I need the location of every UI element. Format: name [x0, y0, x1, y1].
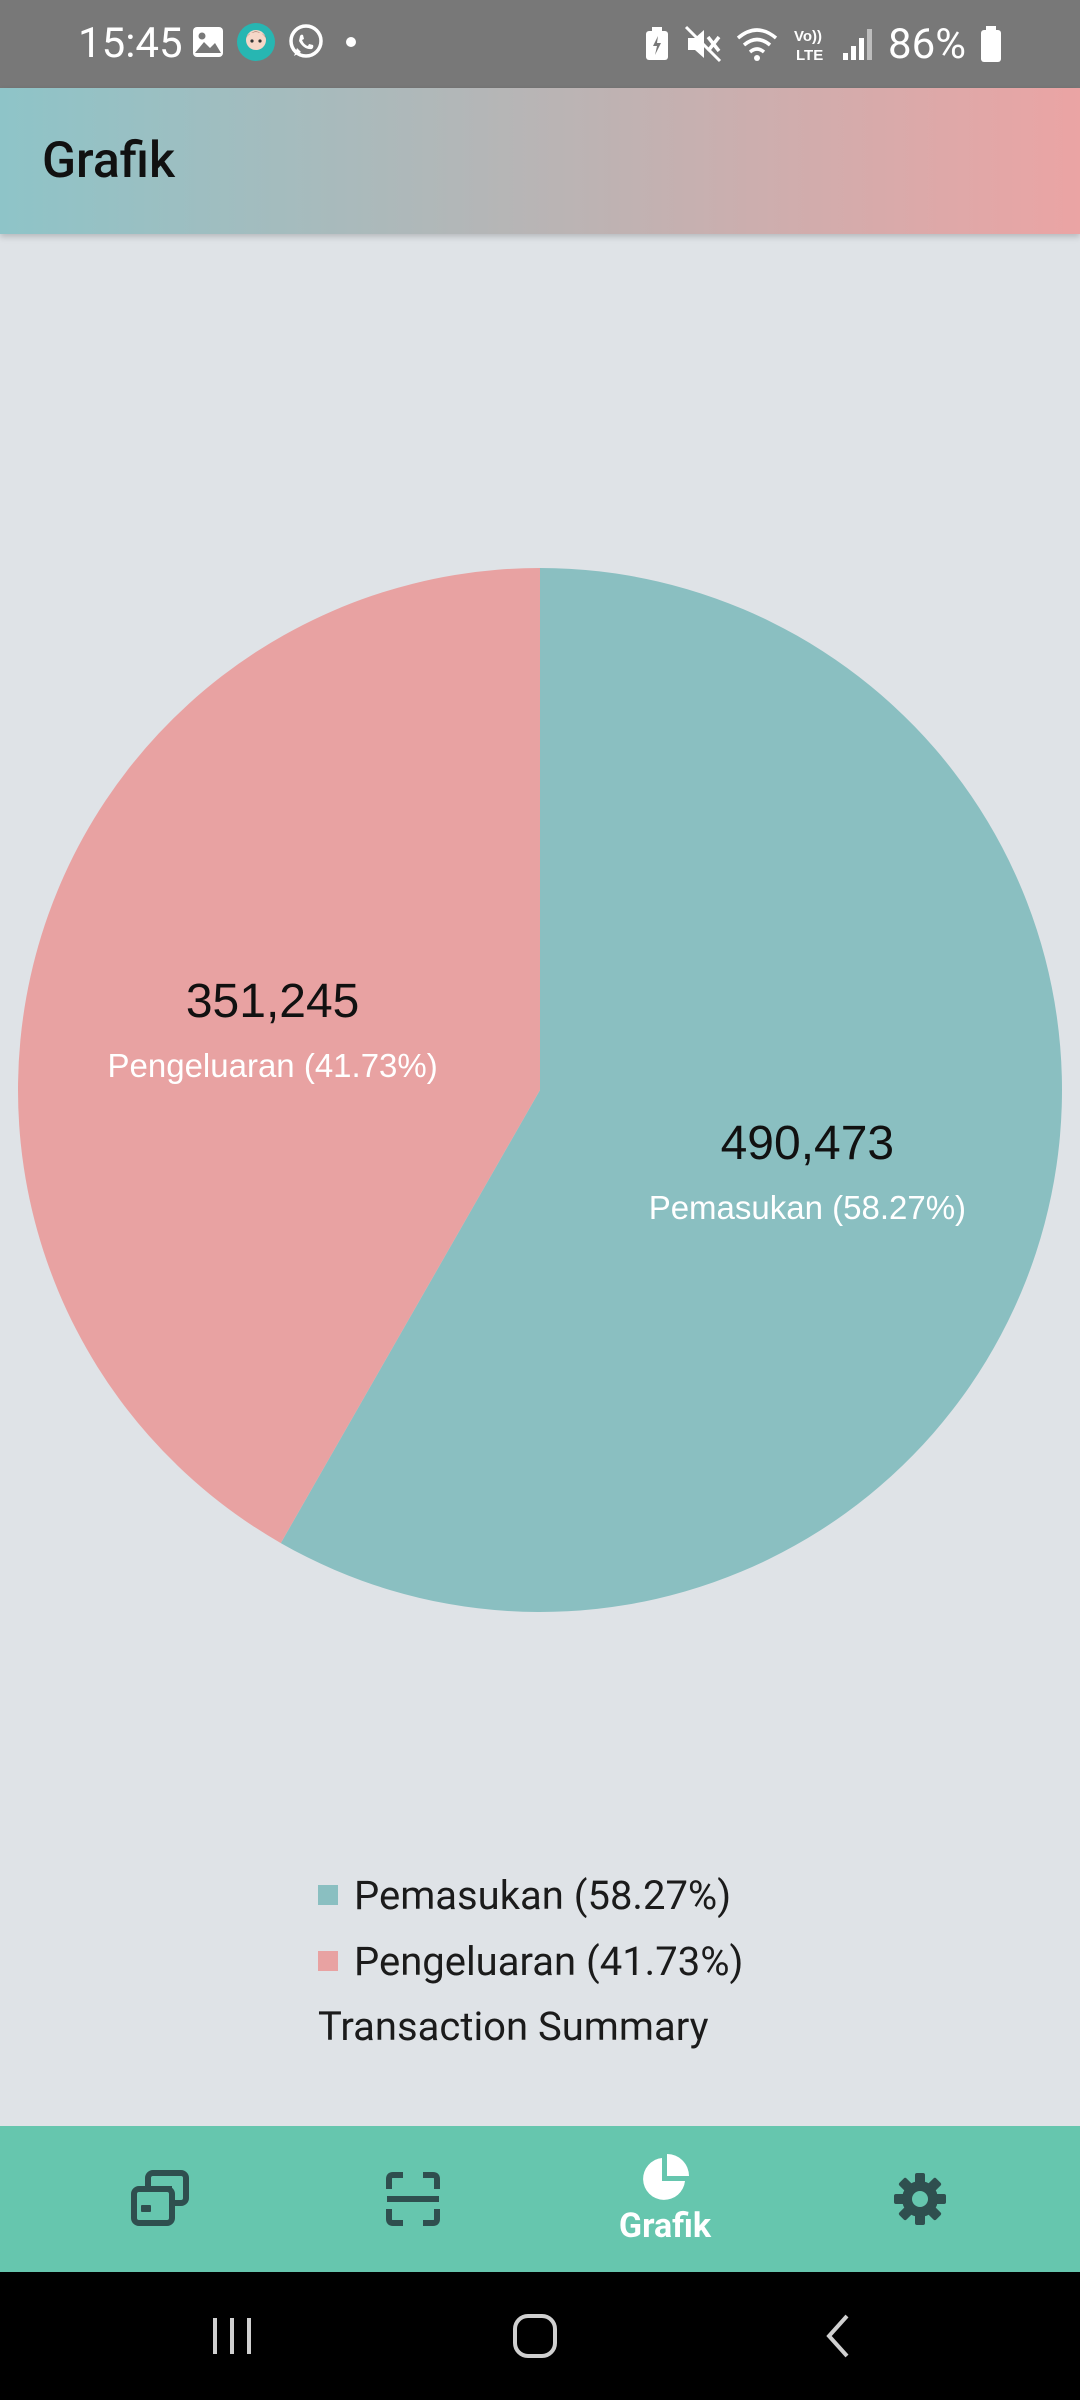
bottom-navigation: Grafik [0, 2126, 1080, 2272]
legend-swatch-pemasukan [318, 1885, 338, 1905]
legend-swatch-pengeluaran [318, 1951, 338, 1971]
mute-icon [684, 25, 722, 63]
recents-button[interactable] [172, 2296, 292, 2376]
transactions-icon [131, 2170, 189, 2226]
chart-legend: Pemasukan (58.27%) Pengeluaran (41.73%) … [318, 1862, 743, 2060]
battery-icon [981, 26, 1001, 62]
slice-label-pemasukan: Pemasukan (58.27%) [649, 1189, 966, 1226]
recents-icon [213, 2318, 251, 2354]
svg-text:LTE: LTE [796, 47, 823, 64]
legend-item-pengeluaran: Pengeluaran (41.73%) [318, 1928, 743, 1994]
volte-icon: Vo)) LTE [794, 28, 823, 64]
battery-percent: 86% [888, 19, 966, 69]
nav-item-grafik[interactable]: Grafik [575, 2126, 755, 2272]
legend-label-pemasukan: Pemasukan (58.27%) [354, 1871, 732, 1919]
slice-value-pengeluaran: 351,245 [186, 975, 360, 1028]
pie-slice-pengeluaran[interactable] [18, 568, 540, 1544]
status-system-icons: Vo)) LTE 86% [644, 14, 1002, 74]
settings-icon [894, 2173, 946, 2225]
status-time: 15:45 [78, 19, 183, 68]
battery-saver-icon [646, 27, 669, 60]
system-navigation-bar [0, 2272, 1080, 2400]
app-bar: Grafik [0, 88, 1080, 234]
pie-slice-pemasukan[interactable] [280, 568, 1063, 1612]
svg-text:Vo)): Vo)) [794, 28, 822, 45]
status-notification-icons [190, 18, 366, 66]
dot-icon [346, 37, 356, 47]
page-title: Grafik [42, 132, 176, 190]
back-icon [826, 2314, 849, 2358]
avatar-app-icon [237, 23, 275, 61]
scan-icon [386, 2172, 440, 2226]
status-bar: 15:45 Vo)) LTE 86% [0, 0, 1080, 88]
nav-item-scan[interactable] [323, 2126, 503, 2272]
chart-description: Transaction Summary [318, 2003, 709, 2050]
signal-icon [843, 29, 873, 60]
nav-item-settings[interactable] [830, 2126, 1010, 2272]
back-button[interactable] [778, 2296, 898, 2376]
wifi-icon [736, 28, 778, 61]
slice-label-pengeluaran: Pengeluaran (41.73%) [108, 1047, 438, 1084]
home-button[interactable] [475, 2296, 595, 2376]
slice-value-pemasukan: 490,473 [721, 1117, 895, 1170]
legend-item-pemasukan: Pemasukan (58.27%) [318, 1862, 743, 1928]
legend-label-pengeluaran: Pengeluaran (41.73%) [354, 1937, 744, 1985]
nav-label-grafik: Grafik [618, 2206, 712, 2246]
gallery-icon [193, 27, 223, 57]
pie-chart: 490,473 Pemasukan (58.27%) 351,245 Pengelua… [18, 568, 1063, 1612]
whatsapp-icon [289, 24, 323, 58]
pie-chart-icon [643, 2154, 689, 2200]
nav-item-transactions[interactable] [70, 2126, 250, 2272]
home-icon [513, 2314, 557, 2358]
